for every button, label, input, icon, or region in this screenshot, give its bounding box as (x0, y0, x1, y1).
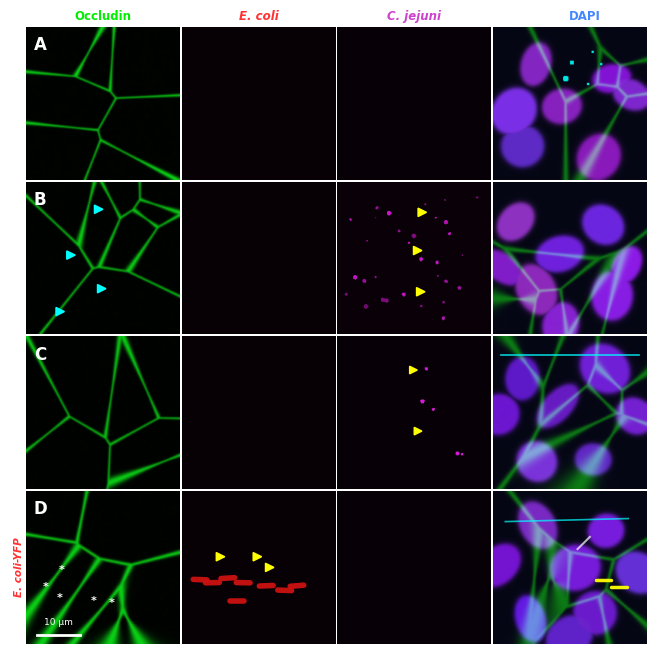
Text: *: * (91, 596, 97, 606)
Text: DAPI: DAPI (569, 10, 601, 23)
Text: *: * (57, 593, 63, 603)
Polygon shape (413, 247, 422, 255)
Text: *: * (43, 582, 49, 592)
Polygon shape (253, 553, 261, 561)
Text: *: * (58, 565, 64, 575)
Text: C. jejuni ΔhtrA: C. jejuni ΔhtrA (14, 373, 25, 453)
Polygon shape (418, 208, 426, 217)
Text: B: B (34, 191, 46, 209)
Polygon shape (265, 564, 274, 571)
Polygon shape (216, 553, 225, 561)
Polygon shape (67, 251, 75, 259)
Text: Merged/: Merged/ (515, 10, 569, 23)
Polygon shape (98, 285, 106, 293)
Text: 10 μm: 10 μm (44, 618, 73, 627)
Text: C. jejuni: C. jejuni (387, 10, 441, 23)
Polygon shape (417, 287, 425, 296)
Text: Occludin: Occludin (74, 10, 131, 23)
Text: C: C (34, 345, 46, 364)
Polygon shape (414, 427, 422, 435)
Polygon shape (56, 307, 64, 316)
Text: E. coli-YFP: E. coli-YFP (14, 538, 25, 597)
Polygon shape (94, 205, 103, 214)
Text: *: * (109, 598, 115, 608)
Text: E. coli: E. coli (239, 10, 278, 23)
Text: D: D (34, 500, 47, 518)
Text: A: A (34, 36, 47, 54)
Text: C. jejuni wt: C. jejuni wt (14, 225, 25, 291)
Text: Mock: Mock (14, 88, 25, 119)
Polygon shape (410, 366, 417, 374)
